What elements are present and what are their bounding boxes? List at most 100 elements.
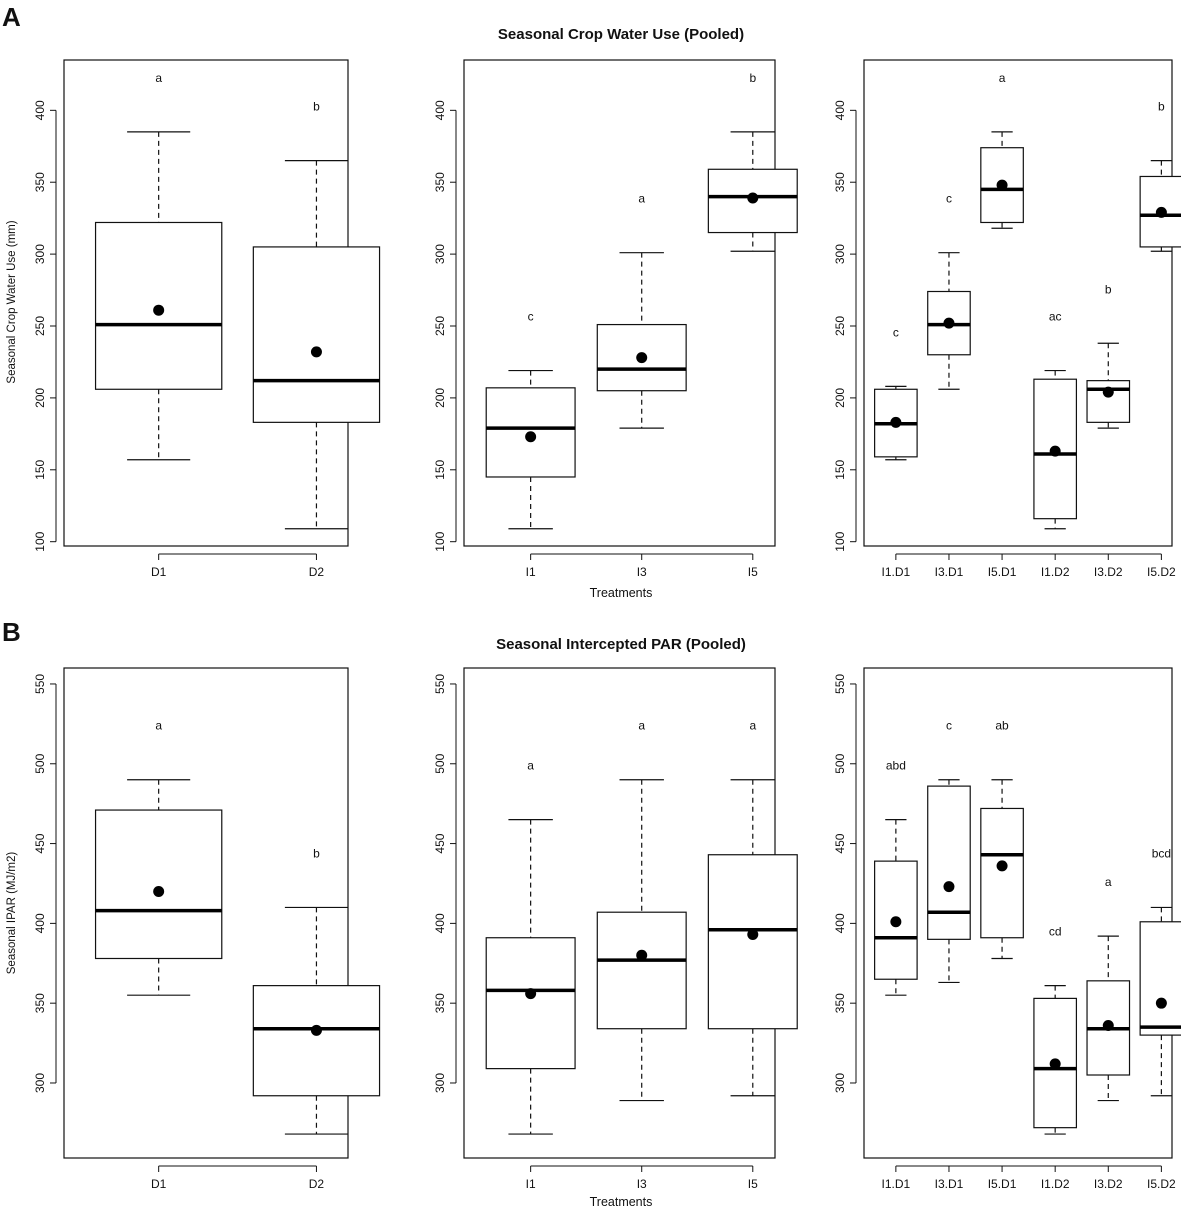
panel-a-plot-2-y-tick-label: 300 [433,244,447,264]
mean-point [1155,997,1167,1009]
panel-b-plot-2-y-tick-label: 300 [433,1073,447,1093]
panel-a-plot-3-box-i3-d2: I3.D2 b [1086,282,1131,579]
panel-a-plot-1-y-tick-label: 250 [33,316,47,336]
significance-letter: bcd [1152,846,1171,860]
x-tick-label: I5.D2 [1147,565,1176,579]
mean-point [153,885,165,897]
panel-b-plot-3-y-tick-label: 500 [833,753,847,773]
panel-a-plot-2-y-tick-label: 400 [433,100,447,120]
significance-letter: a [155,719,162,733]
panel-b-plot-2-box-i5: I5 a [707,719,798,1191]
mean-point [1102,1020,1114,1032]
mean-point [890,416,902,428]
panel-b-plot-1-box-d1: D1 a [94,719,223,1191]
significance-letter: a [999,71,1006,85]
panel-a-plot-1-y-tick-label: 150 [33,459,47,479]
panel-b-plot-1-y-tick-label: 550 [33,674,47,694]
panel-b-plot-2-y-tick-label: 550 [433,674,447,694]
mean-point [636,949,648,961]
panel-b-plot-3-box-i1-d2: I1.D2 cd [1033,925,1078,1191]
significance-letter: a [155,71,162,85]
x-tick-label: I3 [637,1177,647,1191]
significance-letter: c [946,719,952,733]
panel-a-letter: A [2,2,21,32]
significance-letter: c [893,325,899,339]
iqr-box [980,807,1024,939]
x-tick-label: I3.D1 [935,1177,964,1191]
panel-b-plot-3-y-tick-label: 350 [833,993,847,1013]
panel-a-plot-2-box-i5: I5 b [707,71,798,579]
panel-b-plot-2-box-i1: I1 a [485,759,576,1191]
mean-point [996,860,1008,872]
significance-letter: c [528,310,534,324]
panel-b-plot-3-box-i5-d1: I5.D1 ab [980,719,1024,1191]
panel-b-x-axis-title: Treatments [590,1195,653,1209]
significance-letter: b [313,100,320,114]
panel-b-plot-3-box-i5-d2: I5.D2 bcd [1139,846,1181,1191]
panel-a-plot-2-y-tick-label: 200 [433,388,447,408]
mean-point [310,1024,322,1036]
panel-b-plot-1-y-tick-label: 500 [33,753,47,773]
panel-b-plot-2-y-tick-label: 400 [433,913,447,933]
panel-a-plot-3-frame [863,59,1173,547]
panel-b-plot-2-y-tick-label: 350 [433,993,447,1013]
panel-b-plot-1: 300 350 400 450 500 550 D1 a D2 b [33,667,381,1191]
x-tick-label: I3.D2 [1094,1177,1123,1191]
panel-a-plot-3-y-tick-label: 300 [833,244,847,264]
panel-a-plot-1-box-d2: D2 b [252,100,381,579]
significance-letter: a [1105,875,1112,889]
panel-a-plot-1: 100 150 200 250 300 350 400 D1 a D2 b [33,59,381,579]
panel-a-plot-1-y-tick-label: 200 [33,388,47,408]
mean-point [525,431,537,443]
significance-letter: abd [886,759,906,773]
iqr-box [596,911,687,1030]
significance-letter: cd [1049,925,1062,939]
panel-b-plot-3-y-tick-label: 400 [833,913,847,933]
panel-a-plot-3-y-tick-label: 400 [833,100,847,120]
x-tick-label: I3.D1 [935,565,964,579]
x-tick-label: I5 [748,1177,758,1191]
panel-b-plot-1-y-tick-label: 350 [33,993,47,1013]
x-tick-label: I5 [748,565,758,579]
panel-a-x-axis-title: Treatments [590,586,653,600]
mean-point [1102,386,1114,398]
mean-point [153,304,165,316]
mean-point [890,916,902,928]
mean-point [747,192,759,204]
significance-letter: a [638,192,645,206]
panel-a-plot-2-y-tick-label: 350 [433,172,447,192]
x-tick-label: I1.D2 [1041,1177,1070,1191]
significance-letter: ac [1049,310,1062,324]
panel-a-plot-3-y-tick-label: 100 [833,531,847,551]
x-tick-label: I3.D2 [1094,565,1123,579]
mean-point [1155,206,1167,218]
panel-a-plot-2-y-tick-label: 150 [433,459,447,479]
panel-b-plot-3: 300350400450500550I1.D1abdI3.D1cI5.D1abI… [833,667,1181,1191]
iqr-box [94,809,223,960]
x-tick-label: I1.D1 [882,1177,911,1191]
iqr-box [485,937,576,1070]
panel-b-letter: B [2,617,21,647]
mean-point [943,881,955,893]
plots: 100 150 200 250 300 350 400 D1 a D2 b 100 150 200 250 3… [33,59,1181,1191]
x-tick-label: D2 [309,565,325,579]
x-tick-label: I1 [526,565,536,579]
panel-a-plot-2-frame [463,59,776,547]
x-tick-label: D1 [151,1177,167,1191]
significance-letter: a [638,719,645,733]
panel-b-plot-2-y-tick-label: 500 [433,753,447,773]
significance-letter: b [1105,282,1112,296]
significance-letter: a [749,719,756,733]
x-tick-label: I1 [526,1177,536,1191]
mean-point [996,179,1008,191]
mean-point [310,346,322,358]
panel-a-plot-2-y-tick-label: 250 [433,316,447,336]
panel-b-plot-3-y-tick-label: 550 [833,674,847,694]
panel-b-plot-2-box-i3: I3 a [596,719,687,1191]
panel-b-plot-3-box-i3-d1: I3.D1 c [927,719,971,1191]
panel-a-plot-3: 100150200250300350400I1.D1cI3.D1cI5.D1aI… [833,59,1181,579]
panel-b-plot-1-box-d2: D2 b [252,846,381,1191]
significance-letter: a [527,759,534,773]
panel-a-plot-2: 100 150 200 250 300 350 400 I1 c I3 a I5 b [433,59,798,579]
panel-a-plot-1-y-tick-label: 400 [33,100,47,120]
